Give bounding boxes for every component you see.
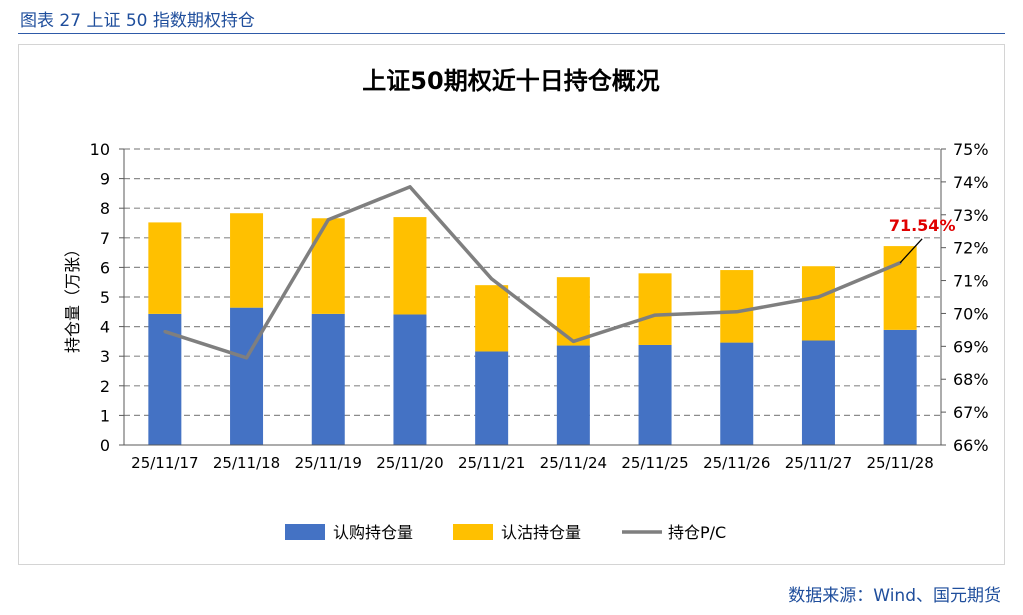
- y2-tick-label: 70%: [953, 304, 989, 323]
- y-tick-label: 10: [90, 140, 110, 159]
- bar-call-open-interest: [638, 344, 672, 445]
- bar-call-open-interest: [393, 314, 427, 445]
- legend-label-call: 认购持仓量: [333, 523, 413, 542]
- chart-frame: [18, 44, 1005, 565]
- y2-tick-label: 73%: [953, 206, 989, 225]
- line-point: [490, 277, 494, 281]
- y-tick-label: 3: [100, 347, 110, 366]
- bar-put-open-interest: [311, 218, 345, 314]
- annotation-label: 71.54%: [889, 216, 956, 235]
- line-point: [408, 185, 412, 189]
- bar-call-open-interest: [720, 342, 754, 445]
- line-point: [326, 218, 330, 222]
- y2-tick-label: 71%: [953, 272, 989, 291]
- legend-label-pc: 持仓P/C: [668, 523, 726, 542]
- figure-caption: 图表 27 上证 50 指数期权持仓: [20, 11, 255, 31]
- line-point: [245, 356, 249, 360]
- caption-divider: [18, 33, 1005, 34]
- bar-call-open-interest: [311, 313, 345, 445]
- bar-put-open-interest: [475, 285, 509, 352]
- y2-tick-label: 67%: [953, 403, 989, 422]
- x-tick-label: 25/11/19: [295, 454, 362, 472]
- bar-put-open-interest: [801, 266, 835, 341]
- x-tick-label: 25/11/20: [376, 454, 443, 472]
- y2-tick-label: 72%: [953, 239, 989, 258]
- x-tick-label: 25/11/24: [540, 454, 607, 472]
- x-tick-label: 25/11/26: [703, 454, 770, 472]
- x-tick-label: 25/11/27: [785, 454, 852, 472]
- y-tick-label: 0: [100, 436, 110, 455]
- y-tick-label: 2: [100, 377, 110, 396]
- bar-put-open-interest: [720, 270, 754, 343]
- y2-tick-label: 75%: [953, 140, 989, 159]
- bar-call-open-interest: [556, 345, 590, 445]
- bar-call-open-interest: [230, 307, 264, 445]
- annotation-leader-line: [899, 238, 923, 264]
- line-point: [653, 313, 657, 317]
- chart-title: 上证50期权近十日持仓概况: [362, 67, 659, 95]
- bar-put-open-interest: [148, 222, 182, 314]
- y-tick-label: 9: [100, 170, 110, 189]
- legend-label-put: 认沽持仓量: [501, 523, 581, 542]
- y-tick-label: 6: [100, 258, 110, 277]
- y-tick-label: 5: [100, 288, 110, 307]
- y-tick-label: 1: [100, 406, 110, 425]
- x-tick-label: 25/11/28: [866, 454, 933, 472]
- line-point: [163, 330, 167, 334]
- bar-call-open-interest: [883, 329, 917, 445]
- bar-call-open-interest: [801, 340, 835, 445]
- bar-put-open-interest: [883, 246, 917, 330]
- bar-put-open-interest: [556, 277, 590, 346]
- y-axis-label: 持仓量（万张）: [63, 241, 82, 353]
- line-point: [735, 310, 739, 314]
- y2-tick-label: 69%: [953, 337, 989, 356]
- line-point: [816, 295, 820, 299]
- y2-tick-label: 74%: [953, 173, 989, 192]
- bar-call-open-interest: [475, 351, 509, 445]
- x-tick-label: 25/11/21: [458, 454, 525, 472]
- line-pc-ratio: [164, 185, 901, 360]
- y2-tick-label: 68%: [953, 370, 989, 389]
- x-tick-label: 25/11/25: [621, 454, 688, 472]
- x-tick-label: 25/11/17: [131, 454, 198, 472]
- y-tick-label: 7: [100, 229, 110, 248]
- bar-put-open-interest: [230, 213, 264, 308]
- y-tick-label: 8: [100, 199, 110, 218]
- data-source: 数据来源：Wind、国元期货: [788, 586, 1001, 606]
- y2-tick-label: 66%: [953, 436, 989, 455]
- line-point: [571, 339, 575, 343]
- legend-swatch-put: [453, 524, 493, 540]
- y-tick-label: 4: [100, 318, 110, 337]
- legend-swatch-call: [285, 524, 325, 540]
- x-tick-label: 25/11/18: [213, 454, 280, 472]
- bar-put-open-interest: [638, 273, 672, 345]
- bar-put-open-interest: [393, 217, 427, 315]
